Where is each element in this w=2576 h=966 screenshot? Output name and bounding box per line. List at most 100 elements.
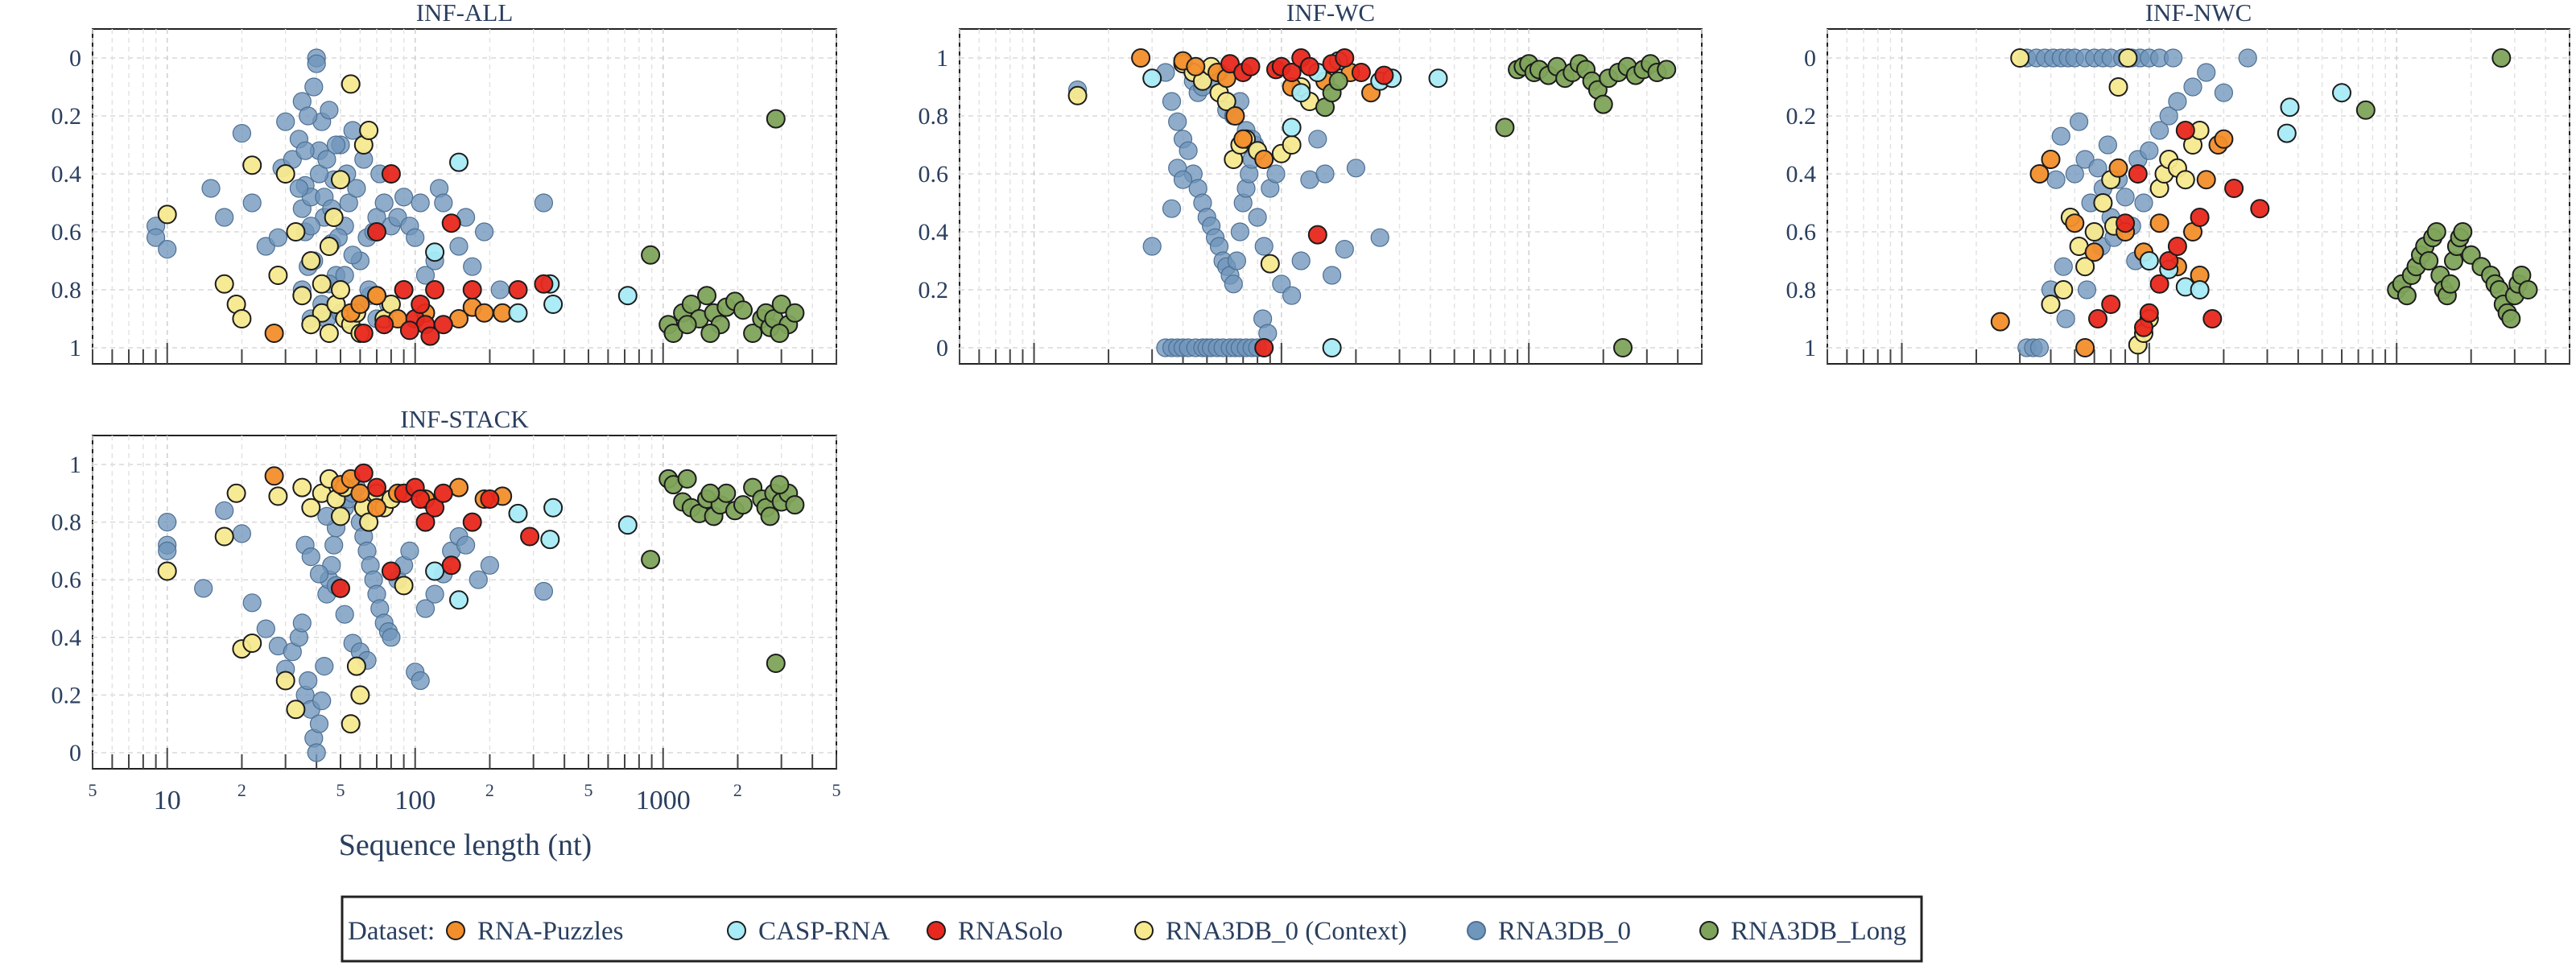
point-rna3db-long <box>733 300 753 320</box>
point-casp-rna <box>449 590 469 610</box>
point-rnasolo <box>381 164 401 184</box>
point-rna3db-long <box>2453 222 2473 242</box>
point-rna3db-0 <box>1254 237 1274 256</box>
point-rna3db-0 <box>1162 92 1182 111</box>
point-rna3db-0-context <box>2084 222 2104 242</box>
point-rna3db-long <box>785 303 805 323</box>
point-rna3db-0 <box>1370 228 1389 247</box>
point-rna3db-long <box>677 469 697 489</box>
panel-inf-all: INF-ALL 0 0.2 0.4 0.6 0.8 1 <box>52 0 837 365</box>
point-rna3db-0 <box>304 77 324 97</box>
point-rna-puzzles <box>2196 170 2216 190</box>
point-rna-puzzles <box>2075 338 2095 357</box>
panel-inf-nwc: INF-NWC 0 0.2 0.4 0.6 0.8 1 <box>1786 0 2570 365</box>
point-rna3db-0 <box>382 628 401 647</box>
legend-label: CASP-RNA <box>758 917 890 946</box>
point-rna3db-long <box>641 550 661 570</box>
point-rna3db-0-context <box>1260 254 1280 274</box>
point-rna3db-0-context <box>319 237 339 256</box>
point-casp-rna <box>449 152 469 172</box>
point-casp-rna <box>2190 280 2210 299</box>
point-rna3db-0 <box>2134 193 2153 213</box>
series-rnasolo <box>2088 121 2270 337</box>
point-rna3db-0-context <box>232 309 252 328</box>
point-rna3db-0 <box>295 141 315 160</box>
point-rna3db-0-context <box>242 155 262 175</box>
point-rna3db-0-context <box>346 656 366 676</box>
point-rnasolo <box>331 578 350 598</box>
point-rnasolo <box>1282 63 1302 82</box>
legend-label: RNA3DB_0 (Context) <box>1166 917 1407 946</box>
point-rnasolo <box>425 497 445 518</box>
point-rna3db-long <box>681 295 701 314</box>
point-rna3db-0 <box>158 541 177 561</box>
point-rna3db-long <box>716 483 737 503</box>
point-rna3db-0 <box>292 613 312 633</box>
y-tick-labels: 0 0.2 0.4 0.6 0.8 1 <box>919 45 949 361</box>
point-rna3db-0 <box>194 579 213 598</box>
x-tick-label-minor: 5 <box>584 780 593 800</box>
point-rnasolo <box>374 315 394 335</box>
point-rna3db-0 <box>534 581 554 601</box>
point-rna-puzzles <box>1186 56 1206 76</box>
point-rna3db-0 <box>1291 251 1311 270</box>
point-rna3db-0-context <box>2041 295 2061 314</box>
point-rna3db-0 <box>301 547 320 567</box>
point-rnasolo <box>367 477 386 497</box>
point-rna-puzzles <box>2041 150 2061 169</box>
y-tick-label: 0.4 <box>919 219 949 246</box>
y-tick-labels: 0 0.2 0.4 0.6 0.8 1 <box>52 45 82 361</box>
point-rna-puzzles <box>2149 213 2169 233</box>
point-rna3db-0-context <box>312 274 332 294</box>
point-rna3db-0 <box>2183 77 2202 97</box>
point-rnasolo <box>1254 338 1274 357</box>
point-rna3db-0 <box>374 193 394 213</box>
scatter-panels: INF-ALL 0 0.2 0.4 0.6 0.8 1 INF-WC 0 0.2 0.4 0.6 0.8… <box>52 0 2570 815</box>
x-tick-label-minor: 2 <box>485 780 494 800</box>
points <box>147 48 805 346</box>
legend-item-rna3db-0: RNA3DB_0 <box>1467 917 1631 946</box>
series-rna-puzzles <box>1131 48 1381 169</box>
legend: Dataset: RNA-Puzzles CASP-RNA RNASolo RNA3D… <box>341 895 1923 963</box>
y-tick-label: 0.6 <box>919 161 949 188</box>
point-casp-rna <box>543 497 564 518</box>
point-rna3db-0-context <box>214 526 234 547</box>
y-tick-label: 0.6 <box>1786 219 1817 246</box>
point-rna3db-0 <box>415 266 436 285</box>
point-rna3db-0 <box>456 535 476 555</box>
point-rna3db-0-context <box>2118 48 2138 68</box>
point-rna3db-0 <box>406 228 425 247</box>
point-rna3db-long <box>771 295 791 314</box>
panel-inf-stack: INF-STACK 0 0.2 0.4 0.6 0.8 1 5 2 5 2 5 2 5 10 100 1000 <box>52 405 841 815</box>
point-rna-puzzles <box>264 324 284 343</box>
y-tick-label: 0.6 <box>52 219 82 246</box>
points <box>1990 48 2538 357</box>
point-rna3db-0 <box>256 619 275 638</box>
point-rna3db-0-context <box>242 634 262 653</box>
point-rnasolo <box>2250 199 2270 219</box>
point-rna3db-long <box>1657 60 1677 80</box>
point-rnasolo <box>1351 63 1371 82</box>
point-casp-rna <box>543 295 564 314</box>
point-rna-puzzles <box>367 286 386 306</box>
point-rna-puzzles <box>2108 158 2128 178</box>
point-rna3db-0 <box>2056 309 2075 328</box>
point-rna3db-0 <box>307 743 326 762</box>
point-rnasolo <box>411 295 431 314</box>
point-rna3db-0 <box>343 246 362 265</box>
legend-marker <box>446 921 465 940</box>
point-rna3db-0 <box>2238 48 2257 68</box>
panel-inf-wc: INF-WC 0 0.2 0.4 0.6 0.8 1 <box>919 0 1703 365</box>
series-rnasolo <box>1220 48 1394 357</box>
point-rna-puzzles <box>2029 164 2050 184</box>
point-rna3db-0-context <box>331 506 350 526</box>
legend-marker <box>927 921 946 940</box>
point-rna3db-0 <box>347 179 366 198</box>
point-rna-puzzles <box>2065 213 2085 233</box>
legend-item-rna-puzzles: RNA-Puzzles <box>446 917 623 946</box>
series-casp-rna <box>425 497 638 610</box>
legend-marker <box>727 921 746 940</box>
point-rnasolo <box>425 280 445 299</box>
y-tick-label: 0 <box>936 335 948 361</box>
